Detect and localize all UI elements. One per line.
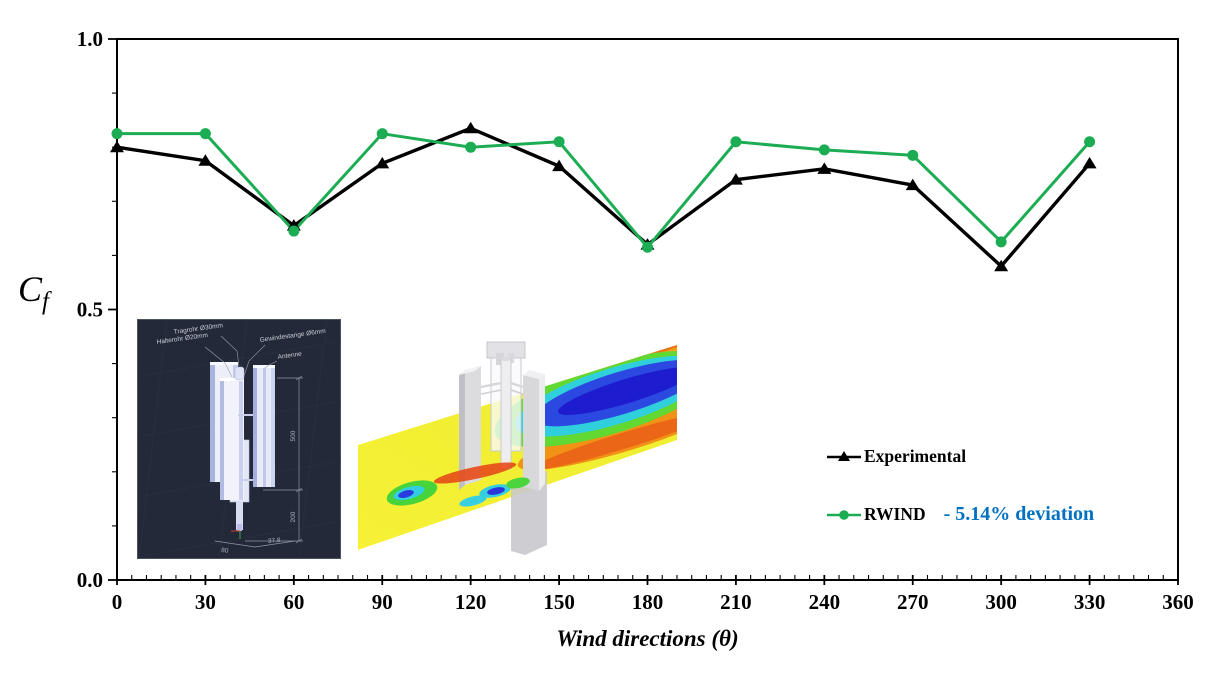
x-tick-label: 150 [543,590,575,614]
legend-item-experimental: Experimental [826,446,966,467]
y-axis-title: Cf [18,268,49,315]
cad-dim-lower: 200 [290,511,297,522]
series-line-rwind [117,132,1091,250]
y-tick-label: 0.0 [77,568,103,592]
x-tick-label: 30 [195,590,216,614]
deviation-note: - 5.14% deviation [943,503,1095,525]
cad-model-drawing: 500 200 37.8 80 Tragrohr Ø30mm Halterohr… [136,318,342,560]
y-tick-label: 1.0 [77,27,103,51]
cad-dim-upper: 500 [290,430,297,441]
x-axis-title: Wind directions (θ) [556,626,739,651]
cad-grid [136,318,342,560]
x-tick-label: 360 [1162,590,1194,614]
rwind-marker-icon [827,509,861,520]
legend-label-experimental: Experimental [864,446,967,466]
cfd-simulation-inset [355,333,685,573]
x-tick-label: 60 [283,590,304,614]
cfd-antenna-model [459,341,547,555]
cad-dim-base: 80 [221,547,229,555]
cad-label-antenne: Antenne [277,351,302,361]
x-tick-label: 300 [985,590,1017,614]
cad-dimension-lines [214,375,303,548]
cad-model-inset: 500 200 37.8 80 Tragrohr Ø30mm Halterohr… [136,318,342,560]
cfd-flow-plane [358,341,677,555]
series-markers-rwind [111,128,1096,253]
legend-label-rwind: RWIND [864,504,926,524]
legend-item-rwind: RWIND - 5.14% deviation [826,503,1094,526]
x-tick-label: 0 [112,590,123,614]
y-axis-symbol: C [18,269,43,309]
x-tick-label: 210 [720,590,752,614]
cad-antenna-model [210,362,275,539]
cad-dim-offset: 37.8 [268,537,282,545]
x-tick-label: 240 [809,590,841,614]
x-tick-label: 120 [455,590,487,614]
y-axis: 0.0 0.5 1.0 [77,27,117,592]
x-tick-label: 90 [372,590,393,614]
y-tick-label: 0.5 [77,298,103,322]
x-axis: 0 30 60 90 120 150 180 210 240 270 300 330 360 [112,575,1194,614]
x-tick-label: 270 [897,590,929,614]
x-tick-label: 180 [632,590,664,614]
x-tick-label: 330 [1074,590,1106,614]
cad-leader-lines [204,335,278,378]
experimental-marker-icon [827,450,861,461]
y-axis-subscript: f [42,288,49,315]
